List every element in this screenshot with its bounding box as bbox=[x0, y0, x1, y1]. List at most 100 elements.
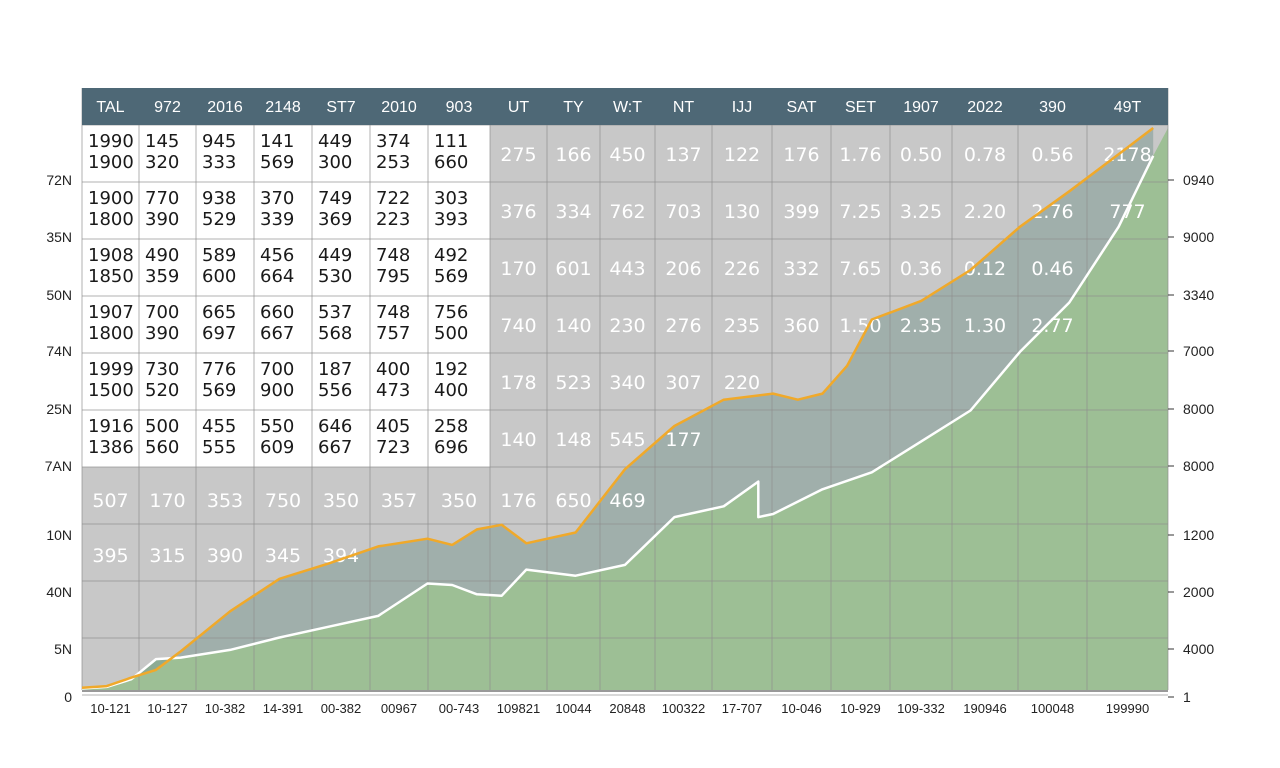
right-axis-label: 3340 bbox=[1183, 287, 1214, 303]
table-cell: 0.46 bbox=[1031, 258, 1073, 280]
x-tick-label: 100048 bbox=[1031, 701, 1074, 716]
left-axis-label: 35N bbox=[46, 229, 72, 245]
table-cell: 777 bbox=[1109, 201, 1145, 223]
table-cell: 762 bbox=[609, 201, 645, 223]
green-area bbox=[82, 128, 1168, 690]
cell-value-top: 945 bbox=[202, 131, 236, 152]
table-header-row: TAL 972 2016 2148 ST7 2010 903 UT TY W:T NT IJJ SAT S… bbox=[82, 88, 1168, 125]
cell-value-bottom: 1900 bbox=[88, 152, 134, 173]
x-tick-label: 10044 bbox=[555, 701, 591, 716]
header-bar bbox=[82, 88, 1168, 125]
table-cell: 122 bbox=[724, 144, 760, 166]
cell-value-top: 756 bbox=[434, 302, 468, 323]
cell-value-top: 449 bbox=[318, 131, 352, 152]
cell-value-bottom: 473 bbox=[376, 380, 410, 401]
header-cell: NT bbox=[673, 99, 695, 116]
table-cell: 332 bbox=[783, 258, 819, 280]
header-cell: ST7 bbox=[326, 99, 355, 116]
cell-value-bottom: 667 bbox=[260, 323, 294, 344]
x-tick-label: 14-391 bbox=[263, 701, 303, 716]
cell-value-top: 748 bbox=[376, 302, 410, 323]
cell-value-bottom: 696 bbox=[434, 437, 468, 458]
table-cell: 230 bbox=[609, 315, 645, 337]
table-cell: 376 bbox=[500, 201, 536, 223]
header-cell: 390 bbox=[1039, 99, 1066, 116]
cell-value-bottom: 723 bbox=[376, 437, 410, 458]
header-cell: SET bbox=[845, 99, 876, 116]
cell-value-top: 500 bbox=[145, 416, 179, 437]
table-cell: 235 bbox=[724, 315, 760, 337]
x-tick-label: 190946 bbox=[963, 701, 1006, 716]
cell-value-top: 646 bbox=[318, 416, 352, 437]
cell-value-top: 374 bbox=[376, 131, 410, 152]
table-cell: 276 bbox=[665, 315, 701, 337]
cell-value-bottom: 390 bbox=[145, 323, 179, 344]
table-cell: 170 bbox=[500, 258, 536, 280]
x-tick-label: 10-046 bbox=[781, 701, 821, 716]
header-cell: 2016 bbox=[207, 99, 243, 116]
cell-value-bottom: 520 bbox=[145, 380, 179, 401]
cell-value-bottom: 697 bbox=[202, 323, 236, 344]
cell-value-bottom: 757 bbox=[376, 323, 410, 344]
table-cell: 206 bbox=[665, 258, 701, 280]
x-tick-label: 10-929 bbox=[840, 701, 880, 716]
table-cell: 7.25 bbox=[839, 201, 881, 223]
cell-value-top: 770 bbox=[145, 188, 179, 209]
cell-value-top: 748 bbox=[376, 245, 410, 266]
cell-value-top: 749 bbox=[318, 188, 352, 209]
cell-value-top: 111 bbox=[434, 131, 468, 152]
table-cell: 353 bbox=[207, 490, 243, 512]
cell-value-bottom: 555 bbox=[202, 437, 236, 458]
header-cell: 972 bbox=[154, 99, 181, 116]
cell-value-bottom: 609 bbox=[260, 437, 294, 458]
header-cell: SAT bbox=[787, 99, 817, 116]
cell-value-bottom: 1386 bbox=[88, 437, 134, 458]
table-cell: 140 bbox=[555, 315, 591, 337]
table-cell: 177 bbox=[665, 429, 701, 451]
cell-value-bottom: 556 bbox=[318, 380, 352, 401]
table-cell: 315 bbox=[149, 545, 185, 567]
header-cell: TY bbox=[563, 99, 584, 116]
right-axis-label: 8000 bbox=[1183, 401, 1214, 417]
table-cell: 2.76 bbox=[1031, 201, 1073, 223]
header-cell: UT bbox=[508, 99, 530, 116]
x-tick-label: 199990 bbox=[1106, 701, 1149, 716]
x-tick-label: 109-332 bbox=[897, 701, 945, 716]
table-cell: 7.65 bbox=[839, 258, 881, 280]
table-cells: 1990190014532094533314156944930037425311… bbox=[88, 131, 1152, 567]
table-cell: 166 bbox=[555, 144, 591, 166]
table-cell: 340 bbox=[609, 372, 645, 394]
cell-value-top: 550 bbox=[260, 416, 294, 437]
cell-value-top: 730 bbox=[145, 359, 179, 380]
table-cell: 469 bbox=[609, 490, 645, 512]
table-cell: 2178 bbox=[1103, 144, 1151, 166]
cell-value-top: 141 bbox=[260, 131, 294, 152]
table-cell: 357 bbox=[381, 490, 417, 512]
table-cell: 350 bbox=[323, 490, 359, 512]
table-cell: 307 bbox=[665, 372, 701, 394]
header-cell: 2022 bbox=[967, 99, 1003, 116]
header-cell: 2010 bbox=[381, 99, 417, 116]
table-cell: 0.78 bbox=[964, 144, 1006, 166]
cell-value-top: 1916 bbox=[88, 416, 134, 437]
table-cell: 395 bbox=[92, 545, 128, 567]
table-cell: 148 bbox=[555, 429, 591, 451]
cell-value-top: 490 bbox=[145, 245, 179, 266]
table-cell: 130 bbox=[724, 201, 760, 223]
cell-value-top: 1908 bbox=[88, 245, 134, 266]
